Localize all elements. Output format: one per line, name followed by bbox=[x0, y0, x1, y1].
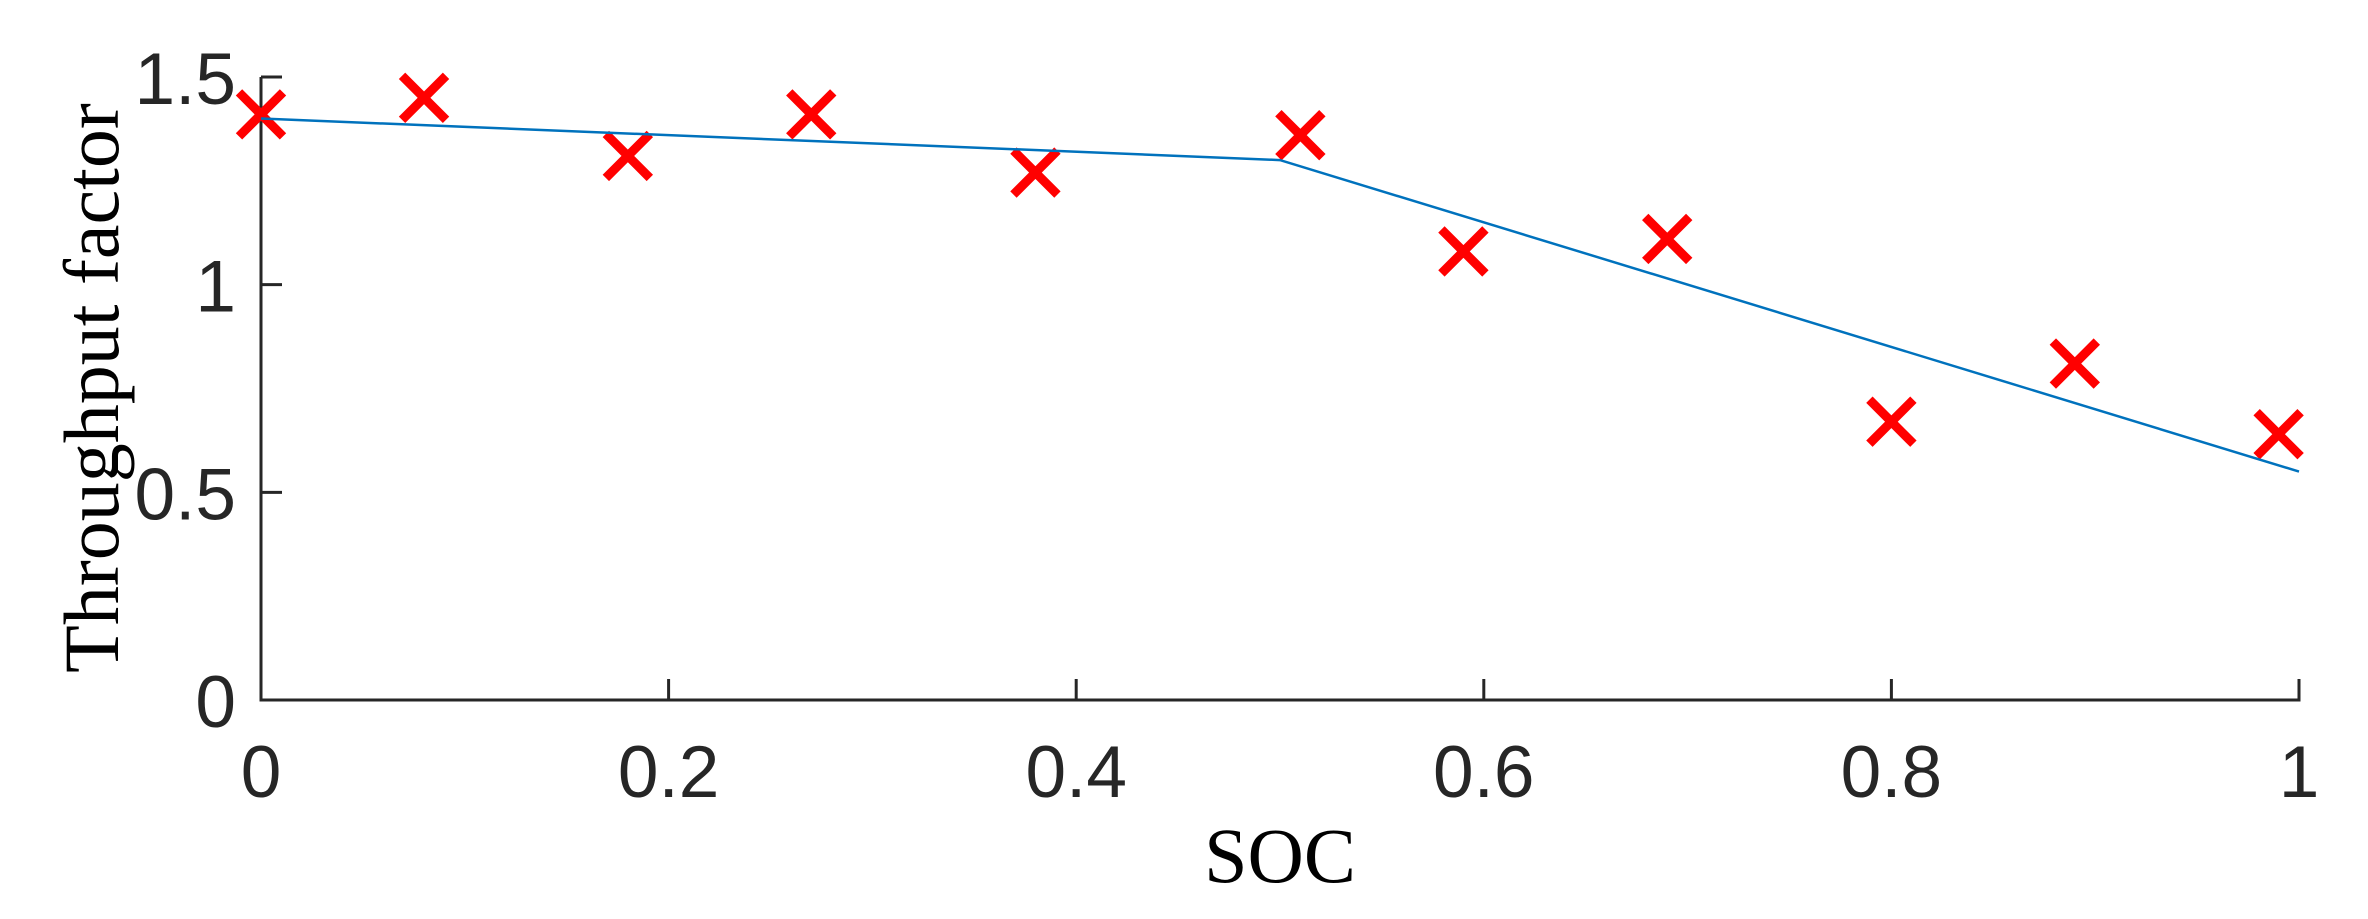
data-point-marker bbox=[398, 72, 450, 123]
data-point-marker bbox=[235, 89, 287, 140]
y-axis-label: Throughput factor bbox=[48, 103, 135, 673]
data-point-marker bbox=[2049, 338, 2101, 389]
x-tick-label: 0.2 bbox=[618, 732, 719, 813]
data-point-marker bbox=[1010, 147, 1061, 198]
fit-line bbox=[260, 117, 2300, 473]
data-point-marker bbox=[2253, 409, 2304, 460]
x-tick-label: 0.8 bbox=[1841, 732, 1942, 813]
y-tick-label: 0.5 bbox=[135, 454, 236, 535]
x-tick-label: 0 bbox=[241, 732, 282, 813]
data-point-marker bbox=[1642, 213, 1693, 265]
y-tick-label: 1.5 bbox=[135, 39, 236, 120]
x-tick-label: 0.6 bbox=[1433, 732, 1534, 813]
y-tick-label: 0 bbox=[195, 662, 236, 743]
data-point-marker bbox=[602, 130, 654, 182]
y-tick-label: 1 bbox=[195, 247, 236, 328]
data-point-marker bbox=[786, 89, 837, 140]
data-point-marker bbox=[1275, 109, 1326, 161]
data-point-marker bbox=[1866, 396, 1917, 447]
x-tick-label: 1 bbox=[2279, 732, 2320, 813]
data-point-marker bbox=[1438, 226, 1489, 277]
x-axis-label: SOC bbox=[1204, 812, 1356, 899]
x-tick-label: 0.4 bbox=[1025, 732, 1126, 813]
